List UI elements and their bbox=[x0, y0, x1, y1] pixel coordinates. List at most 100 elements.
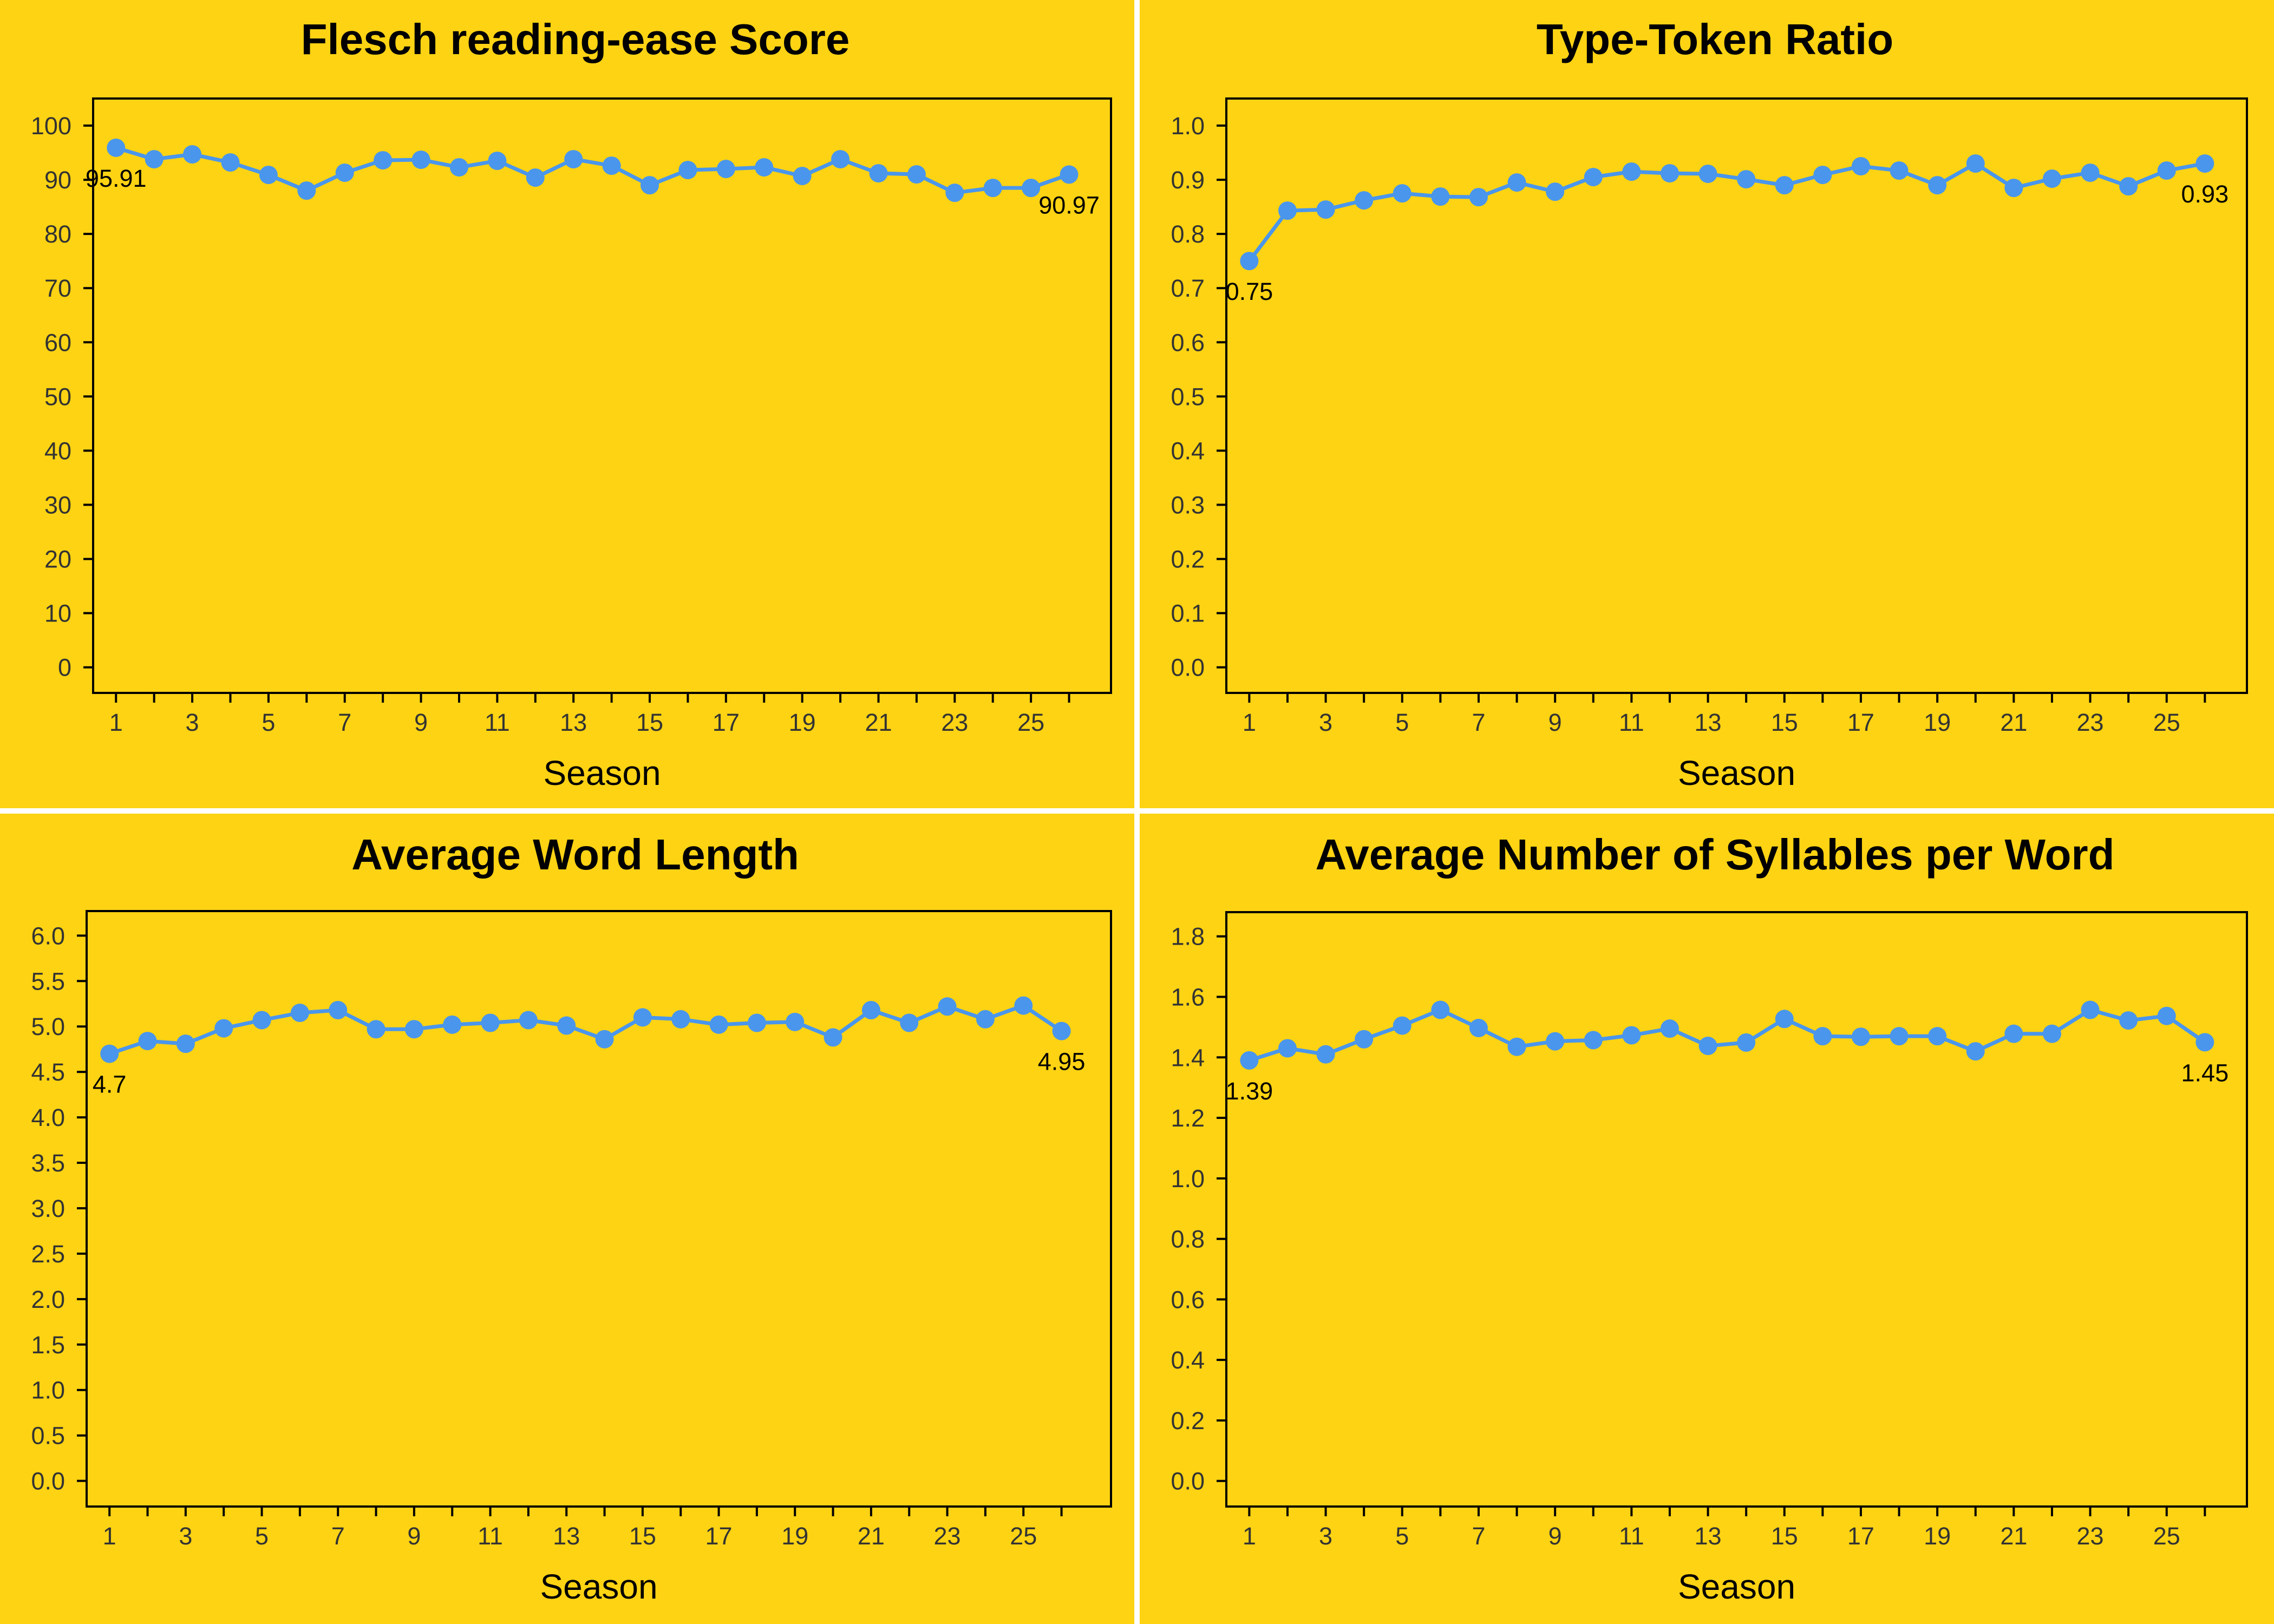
x-tick-label: 21 bbox=[858, 1522, 885, 1550]
chart-panel-type-token: Type-Token Ratio 0.0 0.1 0.2 0.3 0.4 0.5 0.6 0.7… bbox=[1140, 0, 2274, 808]
y-tick-label: 1.5 bbox=[31, 1331, 65, 1359]
x-tick-label: 5 bbox=[1395, 1522, 1409, 1550]
data-point bbox=[2081, 1000, 2100, 1019]
x-tick-label: 19 bbox=[789, 709, 816, 736]
x-tick-label: 25 bbox=[1010, 1522, 1037, 1550]
y-tick-label: 70 bbox=[44, 274, 71, 302]
data-point bbox=[1698, 165, 1717, 184]
data-point bbox=[100, 1044, 119, 1063]
data-point bbox=[1240, 1051, 1259, 1070]
x-axis-label: Season bbox=[1678, 1567, 1795, 1606]
y-tick-label: 4.0 bbox=[31, 1104, 65, 1131]
x-tick-label: 19 bbox=[1924, 709, 1951, 736]
data-point bbox=[907, 165, 926, 184]
data-point bbox=[2195, 1033, 2214, 1052]
y-tick-label: 30 bbox=[44, 492, 71, 519]
data-label: 1.45 bbox=[2181, 1059, 2229, 1086]
chart-title: Average Word Length bbox=[351, 830, 799, 879]
y-tick-label: 0.8 bbox=[1171, 220, 1205, 248]
data-point bbox=[374, 151, 393, 170]
data-point bbox=[138, 1032, 157, 1051]
x-tick-label: 13 bbox=[560, 709, 587, 736]
y-tick-label: 0.0 bbox=[1171, 1468, 1205, 1495]
data-label: 4.7 bbox=[93, 1071, 127, 1098]
x-tick-label: 3 bbox=[186, 709, 199, 736]
x-tick-label: 17 bbox=[1847, 709, 1874, 736]
data-point bbox=[2157, 1006, 2176, 1025]
y-tick-label: 10 bbox=[44, 600, 71, 627]
chart-title: Flesch reading-ease Score bbox=[301, 15, 850, 63]
x-tick-label: 15 bbox=[1771, 1522, 1798, 1550]
y-tick-label: 80 bbox=[44, 220, 71, 248]
x-tick-label: 21 bbox=[865, 709, 892, 736]
y-tick-label: 0.0 bbox=[1171, 654, 1205, 682]
y-tick-label: 1.0 bbox=[31, 1377, 65, 1404]
data-point bbox=[1851, 1027, 1870, 1046]
y-tick-label: 0.0 bbox=[31, 1468, 65, 1495]
data-point bbox=[297, 181, 316, 200]
data-point bbox=[1546, 1032, 1565, 1051]
data-point bbox=[1022, 179, 1041, 198]
y-tick-label: 0.9 bbox=[1171, 166, 1205, 194]
data-point bbox=[183, 145, 202, 164]
data-point bbox=[1014, 996, 1033, 1015]
y-tick-label: 60 bbox=[44, 329, 71, 356]
plot-frame bbox=[1225, 911, 2248, 1508]
data-point bbox=[671, 1010, 690, 1029]
data-point bbox=[1775, 1010, 1794, 1029]
chart-panel-flesch: Flesch reading-ease Score 0 10 20 30 40 50 60 70… bbox=[0, 0, 1134, 808]
data-point bbox=[443, 1015, 462, 1034]
data-point bbox=[2004, 179, 2023, 198]
data-point bbox=[1890, 161, 1909, 180]
x-tick-label: 5 bbox=[1395, 709, 1409, 736]
y-tick-label: 0.7 bbox=[1171, 274, 1205, 302]
data-point bbox=[1316, 200, 1335, 219]
y-tick-label: 5.0 bbox=[31, 1013, 65, 1040]
data-label: 95.91 bbox=[86, 165, 147, 192]
x-tick-label: 11 bbox=[1619, 1522, 1644, 1550]
x-tick-label: 11 bbox=[1619, 709, 1644, 736]
data-point bbox=[1813, 1027, 1832, 1046]
y-tick-label: 3.5 bbox=[31, 1149, 65, 1177]
x-tick-label: 1 bbox=[1243, 709, 1256, 736]
x-axis-label: Season bbox=[543, 754, 661, 793]
data-point bbox=[259, 166, 278, 185]
data-point bbox=[449, 158, 468, 177]
data-point bbox=[221, 153, 240, 172]
x-tick-label: 9 bbox=[1548, 709, 1562, 736]
data-point bbox=[481, 1013, 500, 1032]
y-tick-label: 4.5 bbox=[31, 1058, 65, 1086]
data-point bbox=[557, 1016, 576, 1035]
data-point bbox=[938, 997, 957, 1016]
data-point bbox=[1507, 173, 1526, 192]
data-point bbox=[564, 150, 583, 169]
data-point bbox=[755, 158, 774, 177]
data-point bbox=[329, 1000, 348, 1019]
chart-title: Average Number of Syllables per Word bbox=[1316, 830, 2115, 879]
x-tick-label: 23 bbox=[934, 1522, 961, 1550]
y-tick-label: 1.2 bbox=[1171, 1104, 1205, 1132]
x-tick-label: 9 bbox=[414, 709, 428, 736]
data-point bbox=[1355, 1030, 1374, 1049]
series-line bbox=[1249, 1008, 2206, 1063]
y-tick-label: 0.1 bbox=[1171, 600, 1205, 627]
data-point bbox=[824, 1028, 842, 1047]
x-tick-label: 7 bbox=[1472, 1522, 1485, 1550]
data-point bbox=[678, 161, 697, 180]
data-point bbox=[1546, 182, 1565, 201]
data-point bbox=[1052, 1021, 1071, 1040]
x-tick-label: 23 bbox=[941, 709, 968, 736]
data-label: 90.97 bbox=[1038, 191, 1100, 219]
data-point bbox=[1469, 188, 1488, 207]
data-point bbox=[595, 1030, 614, 1049]
chart-title: Type-Token Ratio bbox=[1537, 15, 1893, 63]
data-point bbox=[1928, 1027, 1947, 1046]
data-point bbox=[2195, 154, 2214, 173]
data-point bbox=[900, 1013, 919, 1032]
data-point bbox=[252, 1011, 271, 1030]
data-point bbox=[290, 1004, 309, 1023]
x-tick-label: 15 bbox=[636, 709, 663, 736]
plot-frame bbox=[86, 910, 1112, 1508]
data-point bbox=[1737, 170, 1756, 189]
y-tick-label: 5.5 bbox=[31, 967, 65, 995]
